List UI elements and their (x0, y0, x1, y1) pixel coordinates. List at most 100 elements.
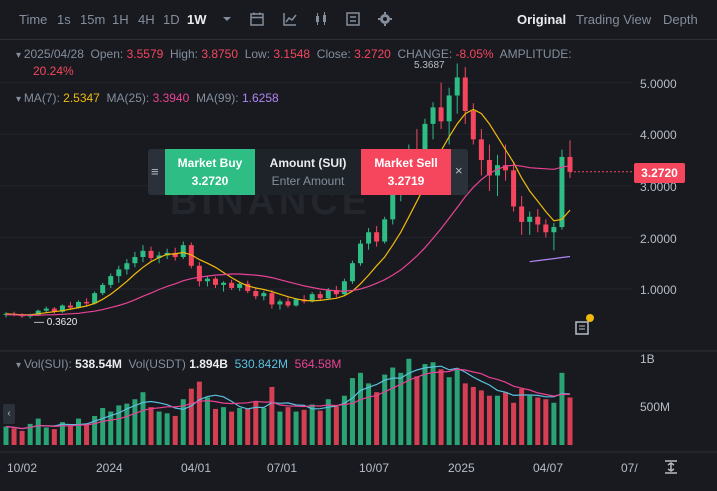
candle-body (180, 245, 186, 258)
view-original[interactable]: Original (517, 12, 567, 27)
candle-body (285, 301, 291, 306)
drag-handle-icon[interactable]: ≡ (151, 164, 159, 179)
vol-sui-value: 538.54M (75, 357, 122, 371)
candle-body (212, 278, 218, 285)
volume-bar (108, 411, 114, 445)
volume-bar (430, 362, 436, 445)
candle-body (325, 290, 331, 299)
close-icon[interactable]: × (455, 163, 463, 178)
x-tick: 10/07 (359, 461, 390, 475)
candle-type-icon[interactable] (313, 11, 329, 27)
ma99-line (529, 255, 571, 263)
tab-15m[interactable]: 15m (80, 12, 106, 27)
x-tick: 04/01 (181, 461, 212, 475)
volume-bar (527, 395, 533, 445)
volume-info: ▾ Vol(SUI): 538.54M Vol(USDT) 1.894B 530… (16, 357, 342, 371)
volume-bar (414, 376, 420, 445)
tab-1d[interactable]: 1D (163, 12, 180, 27)
candle-body (543, 224, 549, 233)
price-tick: 4.0000 (640, 128, 677, 142)
tab-1w[interactable]: 1W (187, 12, 207, 27)
candle-body (253, 291, 259, 297)
candle-body (148, 250, 154, 259)
tab-time[interactable]: Time (19, 12, 48, 27)
volume-bar (245, 408, 251, 445)
candle-body (494, 165, 500, 176)
scroll-left-chevron-icon[interactable]: ‹ (3, 404, 15, 424)
tab-1s[interactable]: 1s (57, 12, 71, 27)
volume-bar (519, 388, 525, 445)
volume-bar (19, 430, 25, 445)
volume-bar (567, 397, 573, 445)
x-tick: 2024 (96, 461, 123, 475)
price-tick: 1.0000 (640, 283, 677, 297)
volume-bar (293, 411, 299, 445)
candle-body (43, 308, 49, 311)
vol-ma1-value: 530.842M (234, 357, 288, 371)
ma7-value: 2.5347 (63, 91, 100, 105)
volume-bar (229, 411, 235, 445)
candle-body (462, 77, 468, 111)
candle-body (559, 156, 565, 228)
candle-body (196, 265, 202, 282)
volume-bar (494, 395, 500, 445)
candle-body (204, 278, 210, 282)
candle-body (140, 250, 146, 258)
volume-bar (486, 395, 492, 445)
volume-bar (462, 383, 468, 445)
indicator-icon[interactable] (282, 11, 298, 27)
volume-bar (269, 386, 275, 445)
notes-icon[interactable] (572, 313, 596, 337)
scale-reset-icon[interactable] (662, 458, 680, 476)
chart-toolbar: Time 1s 15m 1H 4H 1D 1W Original Trading… (0, 0, 717, 40)
volume-bar (212, 408, 218, 445)
candle-body (261, 293, 267, 297)
volume-bar (503, 392, 509, 445)
candle-body (237, 283, 243, 288)
tab-4h[interactable]: 4H (138, 12, 155, 27)
tab-1h[interactable]: 1H (112, 12, 129, 27)
candle-body (519, 206, 525, 222)
amount-field[interactable]: Amount (SUI) Enter Amount (255, 149, 361, 195)
ma-info: ▾ MA(7): 2.5347 MA(25): 3.3940 MA(99): 1… (16, 91, 279, 105)
volume-bar (116, 405, 122, 445)
volume-bar (35, 418, 41, 445)
volume-bar (43, 427, 49, 445)
volume-bar (325, 399, 331, 445)
candle-body (478, 139, 484, 160)
ohlc-amplitude: 20.24% (33, 64, 74, 78)
volume-bar (470, 386, 476, 445)
volume-bar (398, 372, 404, 445)
volume-bar (446, 377, 452, 445)
low-marker: 0.3620 (46, 317, 78, 328)
view-trading-view[interactable]: Trading View (576, 12, 652, 27)
market-buy-button[interactable]: Market Buy 3.2720 (165, 149, 255, 195)
ohlc-low: 3.1548 (273, 47, 311, 61)
volume-bar (132, 399, 138, 445)
volume-bar (422, 364, 428, 445)
market-sell-button[interactable]: Market Sell 3.2719 (361, 149, 451, 195)
candle-body (390, 185, 396, 220)
candle-body (382, 219, 388, 242)
volume-bar (551, 402, 557, 445)
ohlc-date: 2025/04/28 (23, 47, 84, 61)
layout-icon[interactable] (345, 11, 361, 27)
calendar-icon[interactable] (249, 11, 265, 27)
candle-body (277, 301, 283, 305)
ohlc-open: 3.5579 (126, 47, 164, 61)
volume-bar (543, 399, 549, 445)
chevron-down-icon[interactable] (219, 11, 235, 27)
volume-bar (164, 413, 170, 445)
candle-body (454, 77, 460, 96)
view-depth[interactable]: Depth (663, 12, 698, 27)
amount-input[interactable]: Enter Amount (271, 174, 345, 188)
volume-tick: 1B (640, 352, 655, 366)
settings-gear-icon[interactable] (377, 11, 393, 27)
ma25-line (6, 164, 571, 316)
candle-body (430, 107, 436, 124)
candle-body (341, 281, 347, 295)
candle-body (100, 284, 106, 294)
volume-bar (382, 374, 388, 445)
volume-bar (188, 388, 194, 445)
